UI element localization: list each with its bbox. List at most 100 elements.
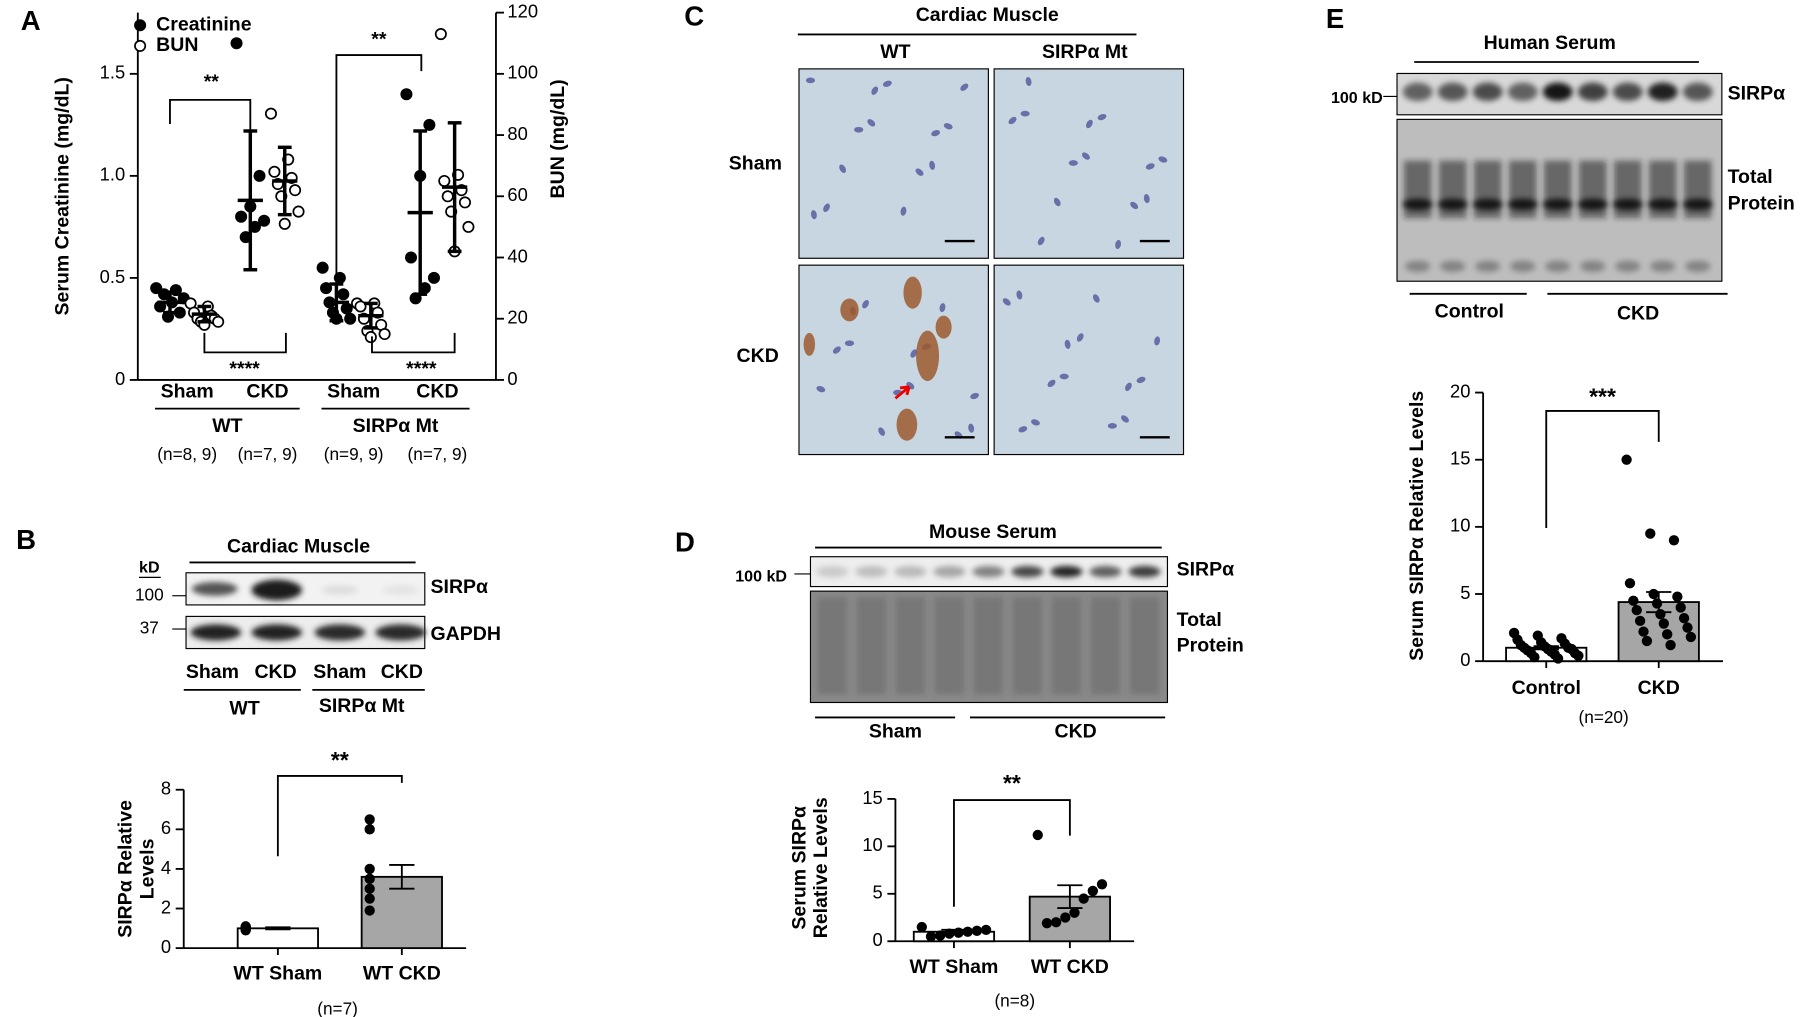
data-point	[1648, 588, 1659, 600]
blot-row-label: Total	[1728, 166, 1773, 188]
x-tick-label: WT Sham	[910, 956, 999, 978]
band	[1682, 198, 1713, 211]
band	[1437, 198, 1468, 211]
group-label: WT	[212, 415, 242, 437]
y2-tick-label: 120	[507, 0, 538, 21]
y-tick-label: 0	[1460, 649, 1470, 670]
band	[1650, 260, 1676, 273]
nucleus	[968, 423, 975, 433]
data-point	[1041, 918, 1053, 929]
band	[1615, 260, 1641, 273]
x-tick-label: WT Sham	[233, 963, 322, 985]
x-tick-label: CKD	[1638, 677, 1680, 699]
x-tick-label: CKD	[246, 381, 288, 403]
nucleus	[1136, 376, 1146, 384]
significance-bracket	[953, 799, 1071, 907]
band	[191, 581, 238, 596]
lane-label: Sham	[186, 661, 239, 683]
data-point	[364, 863, 375, 875]
band	[382, 585, 420, 595]
data-point	[1672, 591, 1683, 602]
band	[1402, 198, 1433, 211]
nucleus	[1158, 156, 1168, 163]
data-point	[935, 930, 946, 941]
nucleus	[871, 86, 879, 95]
data-point	[292, 205, 305, 218]
panel-label: D	[675, 526, 695, 557]
lane-label: CKD	[254, 661, 296, 683]
lane	[895, 596, 926, 695]
x-tick-label: CKD	[416, 381, 458, 403]
panel-label: A	[21, 5, 41, 36]
y-tick-label: 8	[161, 778, 171, 799]
data-point	[1665, 639, 1676, 651]
nucleus	[1002, 298, 1011, 306]
data-point	[962, 926, 973, 937]
lane	[934, 596, 965, 695]
significance-label: ***	[1589, 383, 1616, 409]
y-tick-label: 15	[862, 787, 882, 808]
nucleus	[839, 164, 846, 173]
group-label: Sham	[869, 720, 922, 742]
y-axis-label: Serum SIRPα Relative Levels	[1406, 391, 1428, 661]
nucleus	[1037, 236, 1045, 246]
data-point	[1682, 622, 1693, 633]
y-tick-label: 15	[1450, 448, 1470, 469]
nucleus	[931, 130, 941, 137]
blot-row-label: SIRPα	[1177, 559, 1235, 581]
nucleus	[1130, 201, 1139, 210]
y2-tick-label: 20	[507, 307, 527, 328]
nucleus	[867, 119, 876, 127]
data-point	[1631, 604, 1642, 616]
micrograph	[798, 68, 989, 259]
y2-tick-label: 80	[507, 123, 527, 144]
band	[1472, 198, 1503, 211]
significance-bracket	[169, 98, 252, 133]
lane	[856, 596, 887, 695]
band	[321, 585, 359, 595]
data-point	[364, 893, 375, 904]
panel-label: E	[1326, 3, 1344, 34]
blot-marker: 100 kD	[1331, 89, 1383, 107]
blot-d: Mouse Serum 100 kD SIRPα Total Protein S…	[735, 521, 1244, 743]
band	[1437, 82, 1468, 102]
blot-row-label: SIRPα	[431, 576, 489, 598]
nucleus	[844, 340, 855, 347]
data-point	[264, 107, 278, 120]
data-point	[980, 924, 992, 936]
group-label: SIRPα Mt	[319, 695, 405, 717]
data-point	[1668, 535, 1680, 546]
nucleus	[1081, 152, 1090, 160]
nucleus	[1064, 339, 1071, 349]
band	[1440, 260, 1466, 273]
n-label: (n=7)	[317, 999, 358, 1017]
nucleus	[1047, 379, 1056, 388]
nucleus	[939, 303, 946, 313]
band	[1472, 82, 1503, 102]
band	[1542, 198, 1573, 211]
y-tick-label: 2	[161, 896, 171, 917]
data-point	[364, 814, 375, 825]
significance-label: **	[1003, 770, 1021, 796]
micrograph	[993, 68, 1185, 259]
data-point	[316, 261, 329, 274]
y-axis-label: Serum Creatinine (mg/dL)	[51, 77, 73, 315]
significance-label: **	[371, 28, 387, 50]
band	[1128, 565, 1161, 578]
blot-row-label: Protein	[1177, 634, 1244, 656]
significance-label: ****	[229, 358, 260, 380]
band	[855, 565, 888, 578]
data-point	[458, 196, 471, 209]
y-axis-label: Serum SIRPα	[788, 806, 810, 930]
data-point	[364, 331, 377, 344]
micrograph	[993, 264, 1185, 456]
y-tick-label: 5	[1460, 582, 1470, 603]
data-point	[1096, 879, 1108, 890]
data-point	[1032, 829, 1043, 841]
band	[894, 565, 927, 578]
data-point	[1685, 631, 1697, 643]
y-tick-label: 1.0	[100, 164, 126, 185]
band	[314, 624, 366, 641]
blot-row-label: Total	[1177, 609, 1222, 631]
data-point	[1628, 595, 1639, 606]
